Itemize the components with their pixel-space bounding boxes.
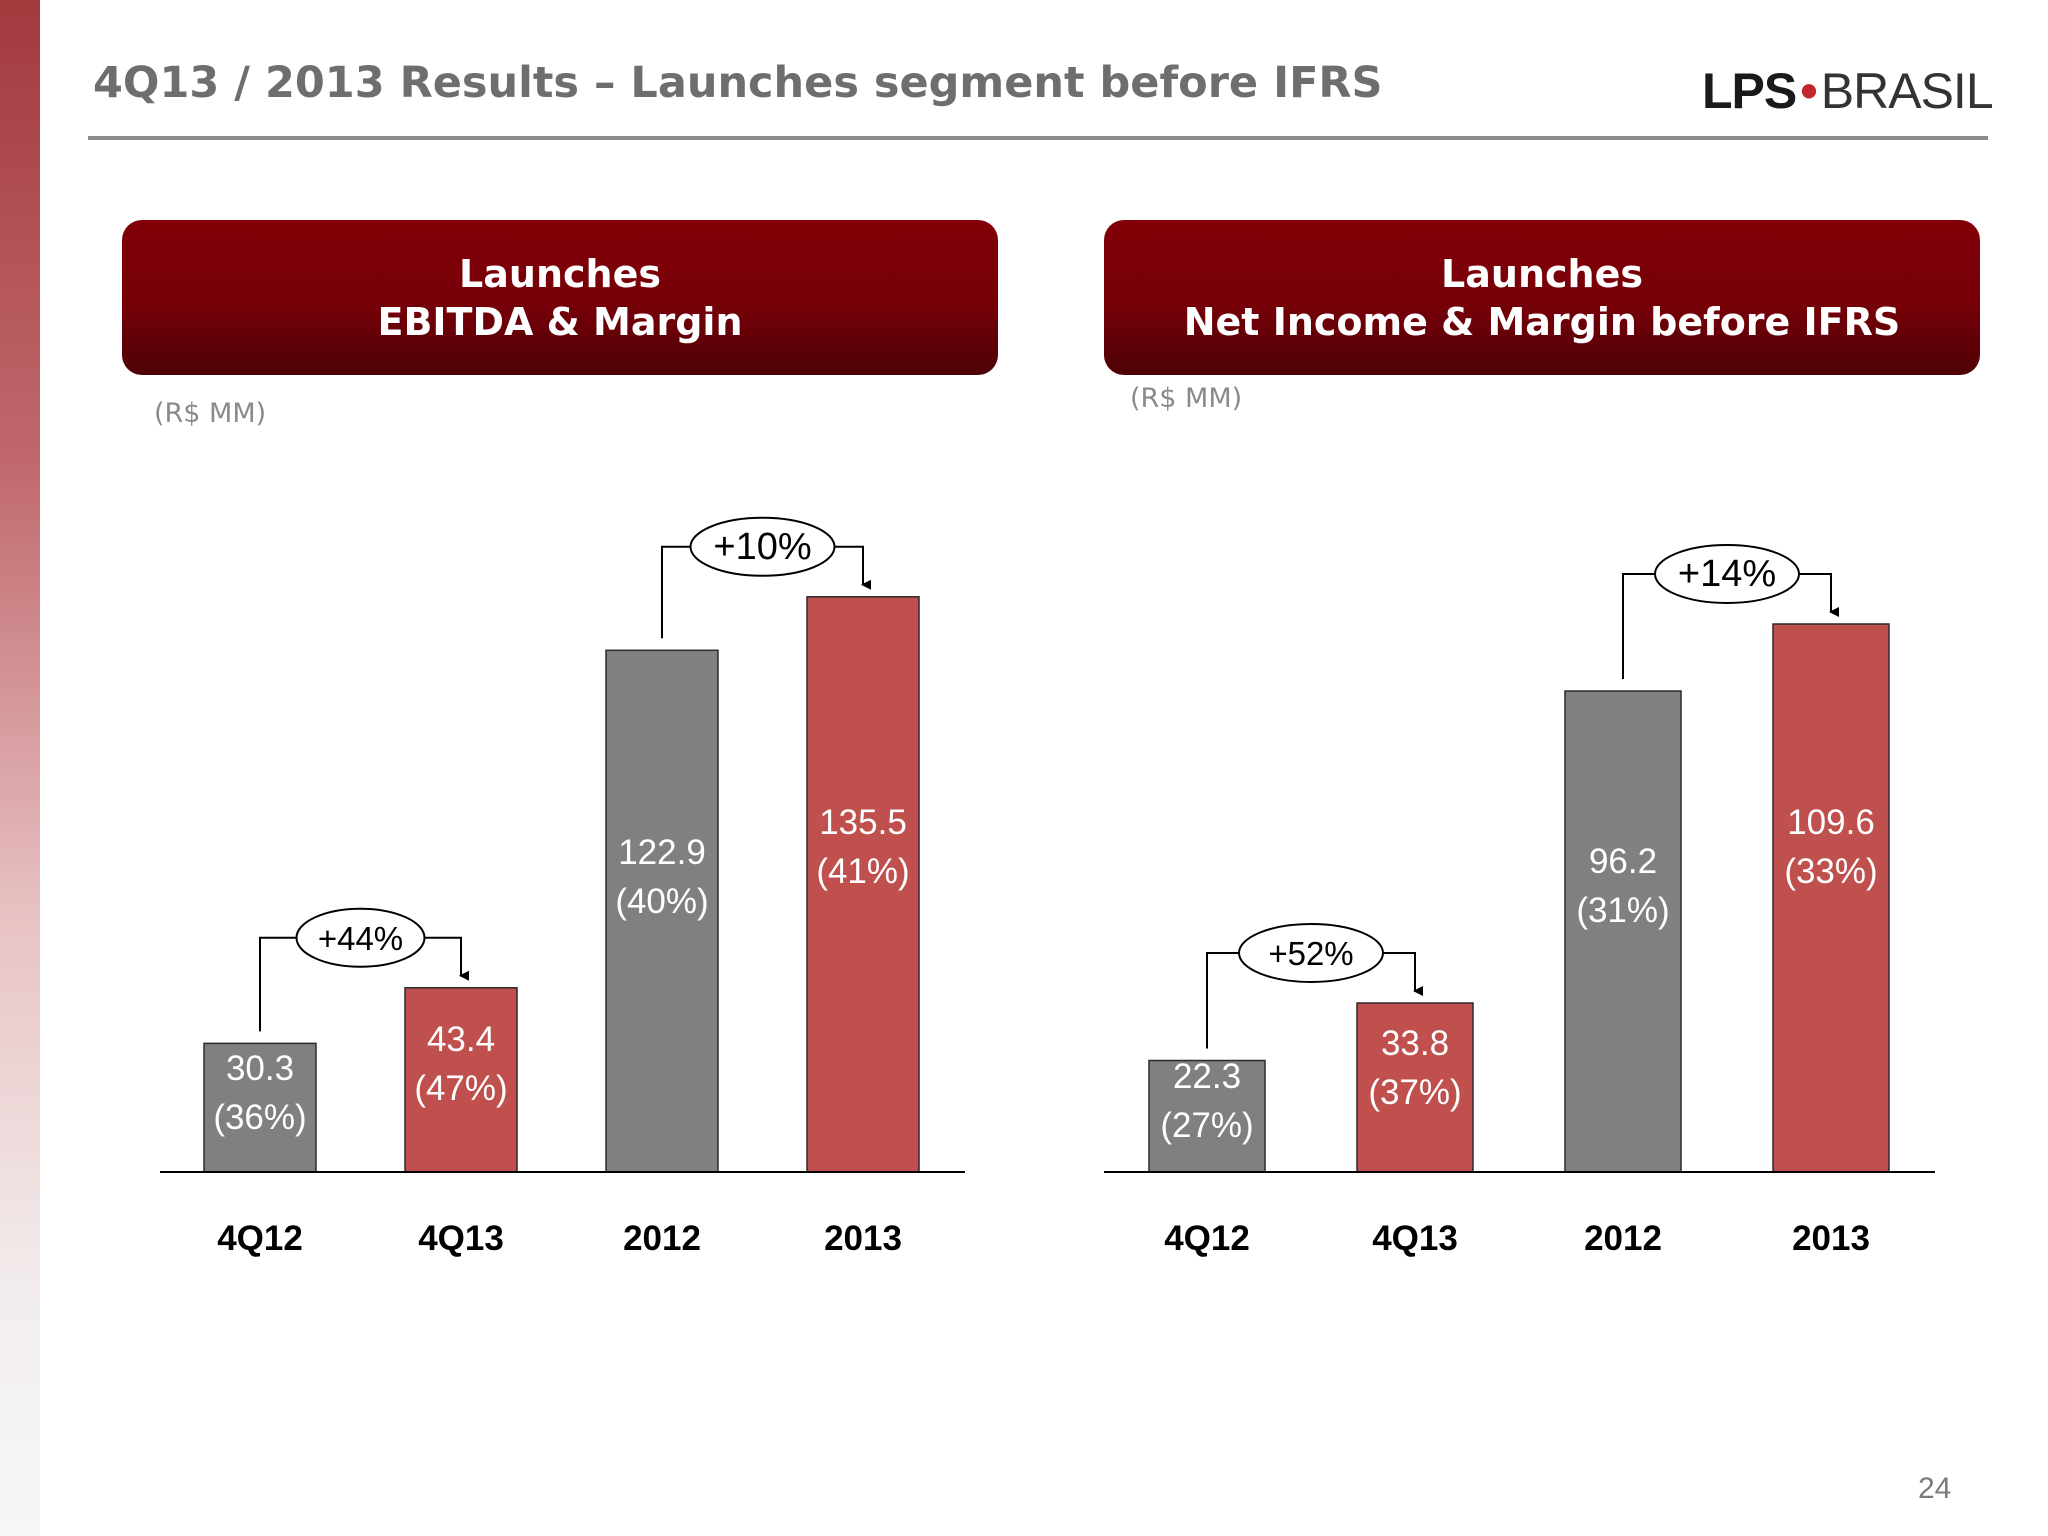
net-income-header-line2: Net Income & Margin before IFRS: [1183, 299, 1901, 344]
side-decoration-strip: [0, 0, 40, 1536]
net-income-panel-header: Launches Net Income & Margin before IFRS: [1104, 220, 1980, 375]
ebitda-growth-badge-0: [295, 907, 426, 968]
company-logo: LPS•BRASIL: [1702, 62, 1994, 122]
title-divider: [88, 136, 1988, 140]
ebitda-value-label-4q12: 30.3: [226, 1049, 294, 1088]
logo-brasil: BRASIL: [1820, 63, 1994, 119]
ebitda-margin-label-2013: (41%): [816, 852, 909, 891]
ebitda-bar-2012: [605, 649, 719, 1173]
ebitda-value-label-2012: 122.9: [618, 833, 706, 872]
ebitda-category-label-4q13: 4Q13: [418, 1219, 504, 1258]
ebitda-margin-label-2012: (40%): [615, 882, 708, 921]
ebitda-margin-label-4q12: (36%): [213, 1098, 306, 1137]
ebitda-unit-label: (R$ MM): [154, 398, 267, 429]
ebitda-margin-label-4q13: (47%): [414, 1069, 507, 1108]
net-income-growth-label-1: +14%: [1678, 553, 1776, 595]
net-income-category-label-4q13: 4Q13: [1372, 1219, 1458, 1258]
logo-dot: •: [1800, 63, 1817, 119]
ebitda-bar-2013: [806, 596, 920, 1173]
net-income-value-label-4q12: 22.3: [1173, 1057, 1241, 1096]
net-income-growth-badge-1: [1654, 544, 1800, 604]
net-income-value-label-2013: 109.6: [1787, 803, 1875, 842]
ebitda-category-label-2012: 2012: [623, 1219, 701, 1258]
net-income-margin-label-4q12: (27%): [1160, 1106, 1253, 1145]
ebitda-category-label-2013: 2013: [824, 1219, 902, 1258]
slide-title: 4Q13 / 2013 Results – Launches segment b…: [93, 58, 1383, 108]
ebitda-value-label-2013: 135.5: [819, 803, 907, 842]
ebitda-growth-label-1: +10%: [713, 526, 811, 568]
ebitda-bar-4q12: [203, 1042, 317, 1173]
net-income-value-label-2012: 96.2: [1589, 842, 1657, 881]
net-income-category-label-4q12: 4Q12: [1164, 1219, 1250, 1258]
ebitda-header-line2: EBITDA & Margin: [377, 299, 743, 344]
net-income-bar-2012: [1564, 690, 1682, 1173]
net-income-margin-label-2012: (31%): [1576, 891, 1669, 930]
net-income-growth-label-0: +52%: [1268, 935, 1353, 972]
net-income-margin-label-2013: (33%): [1784, 852, 1877, 891]
net-income-bar-4q13: [1356, 1002, 1474, 1173]
ebitda-category-label-4q12: 4Q12: [217, 1219, 303, 1258]
net-income-margin-label-4q13: (37%): [1368, 1073, 1461, 1112]
net-income-bar-4q12: [1148, 1059, 1266, 1173]
ebitda-panel-header: Launches EBITDA & Margin: [122, 220, 998, 375]
ebitda-bar-4q13: [404, 987, 518, 1173]
net-income-growth-badge-0: [1238, 923, 1384, 983]
net-income-category-label-2013: 2013: [1792, 1219, 1870, 1258]
page-number: 24: [1918, 1472, 1952, 1505]
net-income-unit-label: (R$ MM): [1130, 383, 1243, 414]
ebitda-value-label-4q13: 43.4: [427, 1020, 495, 1059]
logo-lps: LPS: [1702, 63, 1797, 119]
net-income-value-label-4q13: 33.8: [1381, 1024, 1449, 1063]
net-income-header-line1: Launches: [1441, 251, 1643, 296]
ebitda-header-line1: Launches: [459, 251, 661, 296]
ebitda-growth-label-0: +44%: [318, 920, 403, 957]
net-income-category-label-2012: 2012: [1584, 1219, 1662, 1258]
net-income-bar-2013: [1772, 623, 1890, 1173]
ebitda-growth-badge-1: [689, 516, 836, 577]
